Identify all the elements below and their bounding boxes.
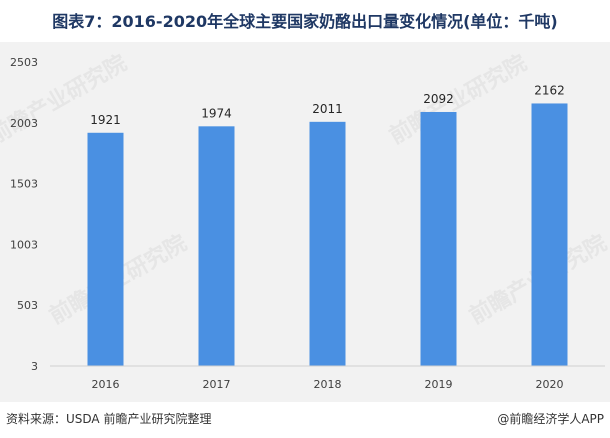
y-axis: 3 503 1003 1503 2003 2503 (10, 56, 38, 373)
y-tick-label: 1003 (10, 238, 38, 251)
chart-panel: 前瞻产业研究院 前瞻产业研究院 前瞻产业研究院 前瞻产业研究院 35031003… (0, 42, 610, 402)
bar-2018 (309, 121, 346, 366)
y-tick-label: 2503 (10, 56, 38, 69)
data-label-2016: 1921 (90, 113, 121, 127)
y-tick-label: 3 (31, 360, 38, 373)
credit-note: @前瞻经济学人APP (497, 412, 604, 426)
y-tick-label: 2003 (10, 117, 38, 130)
data-label-2018: 2011 (312, 102, 343, 116)
x-tick-label-2016: 2016 (92, 378, 120, 391)
source-note: 资料来源：USDA 前瞻产业研究院整理 (6, 412, 212, 426)
x-tick-label-2017: 2017 (203, 378, 231, 391)
y-tick-label: 503 (17, 299, 38, 312)
x-axis: 2016 2017 2018 2019 2020 (50, 365, 605, 391)
data-label-2019: 2092 (423, 92, 454, 106)
bar-2020 (531, 103, 568, 366)
x-tick-label-2020: 2020 (536, 378, 564, 391)
x-tick-label-2019: 2019 (425, 378, 453, 391)
bars: 1921 1974 2011 2092 2162 (87, 83, 568, 366)
data-label-2017: 1974 (201, 106, 232, 120)
bar-2017 (198, 126, 235, 366)
x-tick-label-2018: 2018 (314, 378, 342, 391)
bar-2019 (420, 111, 457, 366)
y-tick-label: 1503 (10, 178, 38, 191)
bar-2016 (87, 132, 124, 366)
data-label-2020: 2162 (534, 83, 565, 97)
chart-title: 图表7：2016-2020年全球主要国家奶酪出口量变化情况(单位：千吨) (52, 12, 558, 31)
bar-chart: 3 503 1003 1503 2003 2503 1921 1974 2011 2092 216… (10, 56, 605, 391)
